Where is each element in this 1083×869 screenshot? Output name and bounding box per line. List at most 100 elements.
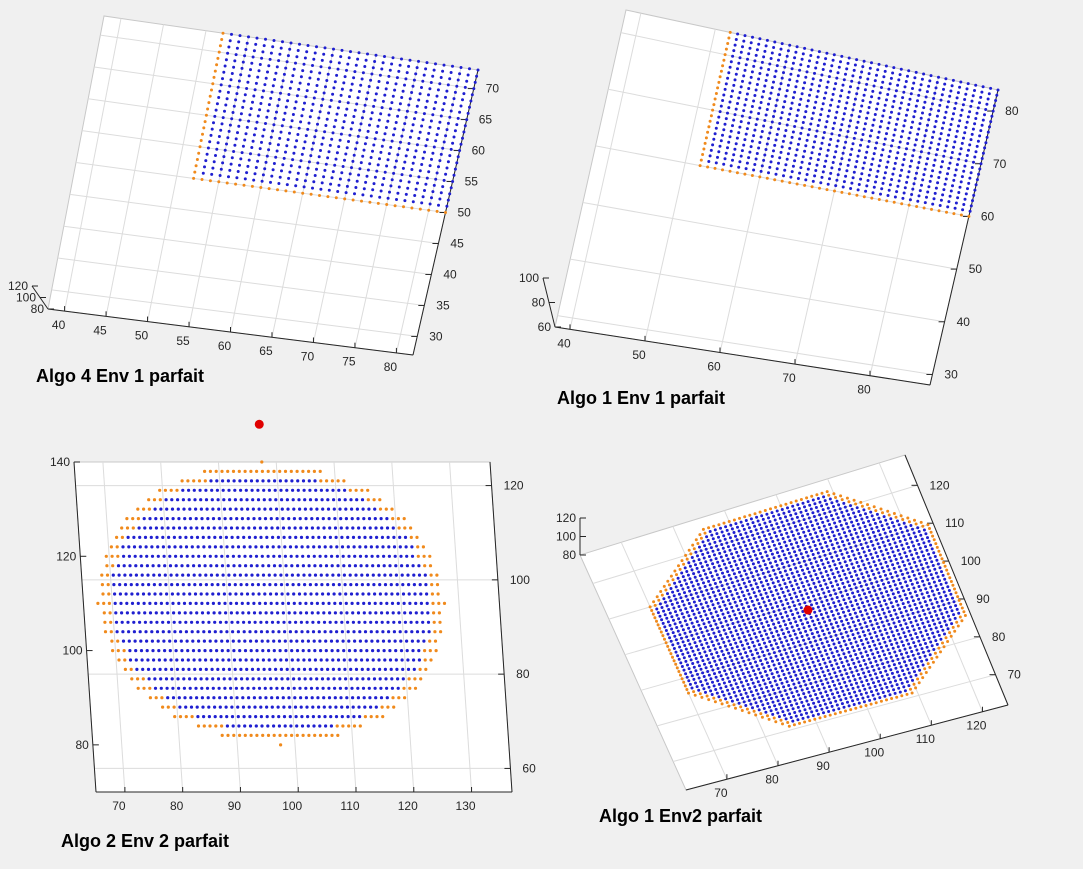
interior-point <box>830 98 834 102</box>
interior-point <box>697 558 701 562</box>
border-point <box>798 721 801 725</box>
interior-point <box>761 543 764 547</box>
interior-point <box>780 640 783 644</box>
interior-point <box>356 517 360 521</box>
interior-point <box>867 106 871 109</box>
interior-point <box>220 554 224 558</box>
interior-point <box>775 576 779 580</box>
interior-point <box>770 672 774 676</box>
interior-point <box>857 115 861 119</box>
interior-point <box>680 636 683 640</box>
interior-point <box>819 666 823 670</box>
interior-point <box>796 545 800 548</box>
interior-point <box>764 550 768 554</box>
interior-point <box>958 119 962 123</box>
interior-point <box>681 587 685 591</box>
interior-point <box>368 611 372 615</box>
interior-point <box>227 658 231 662</box>
interior-point <box>778 596 781 600</box>
interior-point <box>796 557 800 561</box>
interior-point <box>761 596 764 600</box>
border-point <box>376 201 380 205</box>
interior-point <box>808 93 811 97</box>
interior-point <box>751 693 755 697</box>
interior-point <box>700 630 704 634</box>
interior-point <box>269 507 273 511</box>
interior-point <box>408 135 412 139</box>
interior-point <box>427 630 431 634</box>
interior-point <box>277 59 281 63</box>
interior-point <box>277 545 281 549</box>
interior-point <box>772 149 775 153</box>
interior-point <box>690 580 694 584</box>
interior-point <box>903 186 907 190</box>
interior-point <box>714 610 718 614</box>
interior-point <box>224 611 228 615</box>
interior-point <box>859 651 863 655</box>
interior-point <box>384 677 388 681</box>
interior-point <box>219 715 223 719</box>
interior-point <box>342 120 346 124</box>
interior-point <box>449 186 453 190</box>
interior-point <box>946 172 949 176</box>
interior-point <box>871 693 875 697</box>
interior-point <box>733 600 737 604</box>
interior-point <box>825 598 829 602</box>
interior-point <box>121 639 126 643</box>
border-point <box>653 603 657 607</box>
interior-point <box>847 638 851 642</box>
interior-point <box>928 113 932 116</box>
interior-point <box>272 564 277 568</box>
interior-point <box>832 696 836 700</box>
interior-point <box>304 134 308 138</box>
interior-point <box>339 611 343 615</box>
border-point <box>385 203 389 206</box>
interior-point <box>759 552 762 555</box>
grid-line-y <box>673 674 996 762</box>
interior-point <box>822 578 826 582</box>
interior-point <box>299 75 303 79</box>
interior-point <box>763 670 767 673</box>
interior-point <box>711 603 715 607</box>
interior-point <box>859 664 862 668</box>
interior-point <box>352 153 356 157</box>
interior-point <box>740 149 744 153</box>
interior-point <box>707 579 711 583</box>
interior-point <box>424 144 428 148</box>
interior-point <box>329 60 333 64</box>
interior-point <box>308 573 312 577</box>
border-point <box>698 164 702 168</box>
interior-point <box>789 72 793 76</box>
interior-point <box>752 697 756 701</box>
border-point <box>375 715 379 719</box>
interior-point <box>386 158 390 162</box>
interior-point <box>903 119 907 123</box>
interior-point <box>733 625 736 629</box>
interior-point <box>775 617 779 621</box>
interior-point <box>156 545 160 549</box>
interior-point <box>325 79 329 82</box>
interior-point <box>754 635 758 639</box>
interior-point <box>797 681 801 685</box>
interior-point <box>800 593 804 597</box>
interior-point <box>731 622 735 625</box>
interior-point <box>948 161 952 165</box>
interior-point <box>305 50 309 54</box>
interior-point <box>273 573 277 577</box>
interior-point <box>761 517 765 521</box>
interior-point <box>860 172 864 176</box>
interior-point <box>737 131 741 135</box>
interior-point <box>170 583 174 587</box>
interior-point <box>174 649 178 653</box>
interior-point <box>776 525 780 529</box>
interior-point <box>702 569 706 572</box>
interior-point <box>412 658 416 662</box>
axes-plane <box>73 461 513 793</box>
interior-point <box>323 168 327 172</box>
interior-point <box>381 183 384 187</box>
interior-point <box>844 684 848 688</box>
interior-point <box>890 110 893 114</box>
interior-point <box>717 617 721 621</box>
x-tick-label: 80 <box>384 360 398 374</box>
interior-point <box>703 638 707 642</box>
